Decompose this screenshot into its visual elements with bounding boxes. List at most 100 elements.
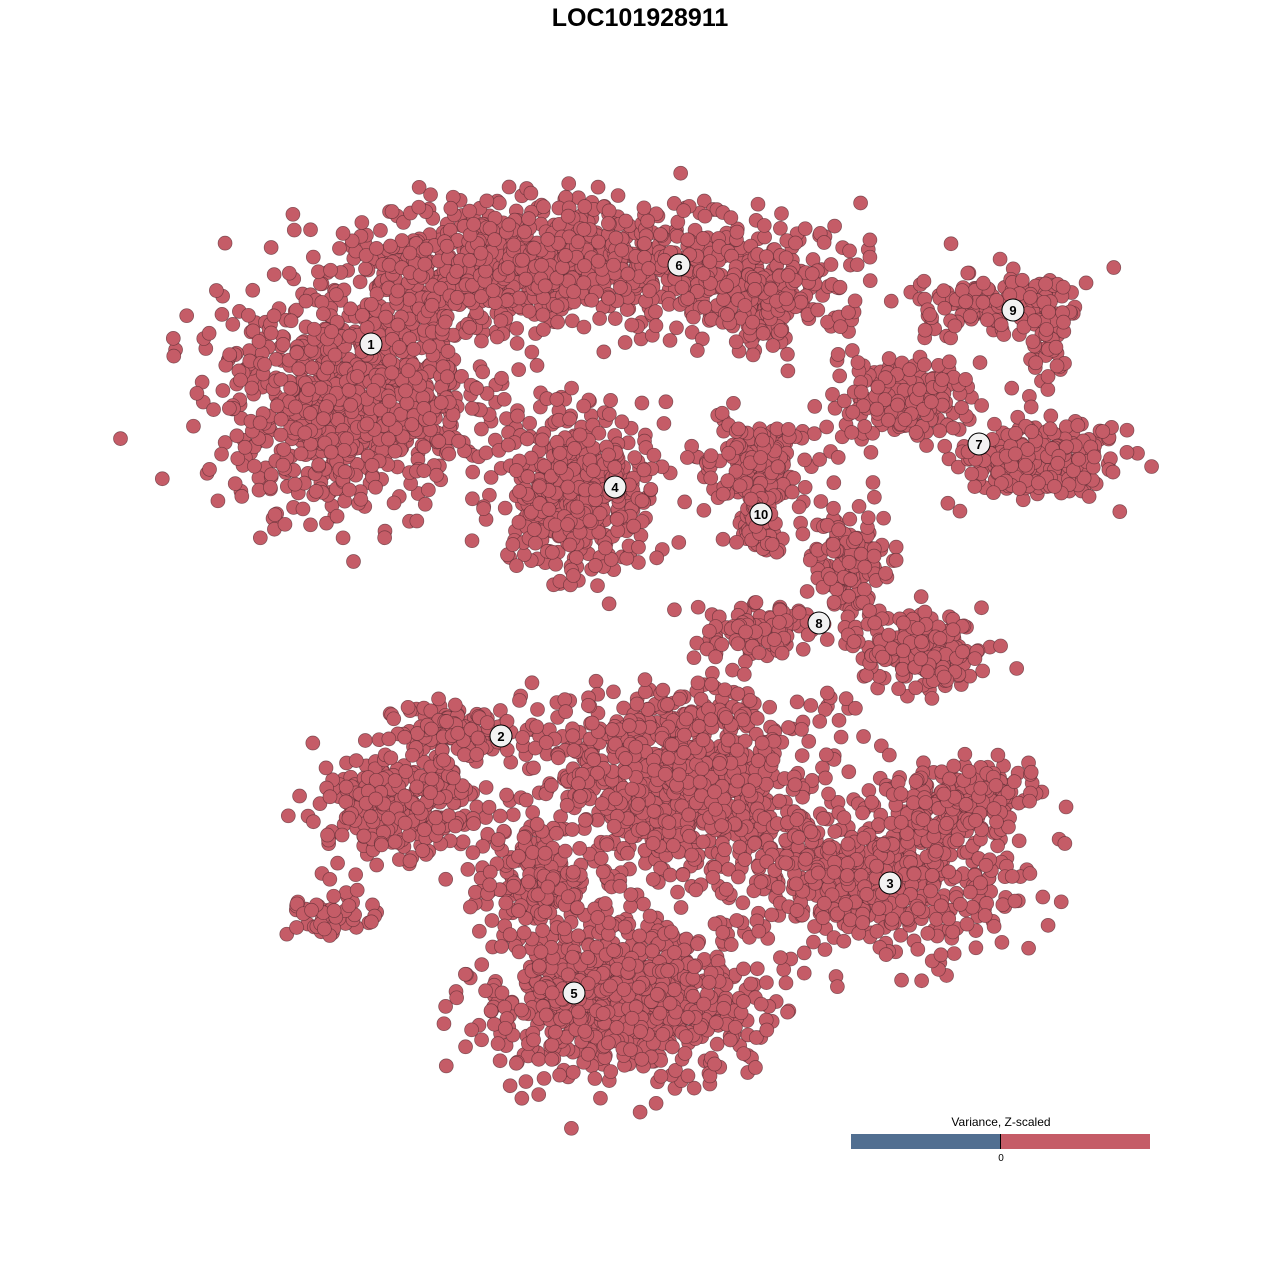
data-point — [327, 347, 343, 363]
data-point — [438, 871, 454, 887]
data-point — [826, 595, 842, 610]
data-point — [324, 324, 339, 339]
data-point — [797, 221, 813, 237]
data-point — [869, 401, 885, 417]
data-point — [306, 321, 322, 337]
data-point — [113, 431, 128, 446]
data-point — [756, 218, 772, 233]
data-point — [478, 445, 494, 461]
data-point — [429, 467, 444, 483]
data-point — [794, 722, 809, 737]
data-point — [851, 499, 867, 514]
data-point — [215, 383, 231, 398]
data-point — [870, 379, 886, 395]
data-point — [348, 867, 364, 883]
data-point — [716, 291, 731, 307]
data-point — [936, 669, 952, 685]
data-point — [853, 195, 868, 211]
data-point — [505, 807, 521, 823]
data-point — [512, 484, 527, 499]
data-point — [671, 535, 687, 550]
data-point — [954, 400, 969, 415]
data-point — [919, 664, 935, 680]
data-point — [359, 416, 375, 432]
data-point — [386, 495, 402, 511]
data-point — [364, 458, 380, 473]
data-point — [479, 193, 495, 209]
data-point — [341, 482, 357, 498]
data-point — [1042, 421, 1058, 437]
data-point — [620, 266, 636, 282]
data-point — [312, 276, 328, 292]
data-point — [416, 439, 432, 455]
data-point — [703, 470, 719, 486]
data-point — [462, 319, 477, 335]
data-point — [357, 733, 373, 748]
data-point — [1041, 304, 1056, 320]
data-point — [960, 265, 976, 281]
data-point — [607, 460, 623, 475]
data-point — [364, 914, 379, 930]
data-point — [1112, 504, 1128, 519]
data-point — [397, 729, 413, 745]
data-point — [720, 473, 736, 489]
data-point — [464, 533, 480, 549]
data-point — [247, 458, 262, 474]
data-point — [759, 249, 774, 264]
data-point — [234, 489, 250, 504]
data-point — [387, 834, 403, 850]
data-point — [913, 651, 929, 667]
data-point — [550, 314, 566, 330]
data-point — [987, 416, 1002, 432]
points — [113, 165, 1159, 1136]
data-point — [534, 432, 550, 448]
data-point — [807, 426, 822, 441]
data-point — [447, 818, 463, 834]
data-point — [1040, 382, 1056, 397]
data-point — [189, 385, 205, 401]
data-point — [662, 333, 678, 348]
data-point — [631, 540, 646, 555]
data-point — [958, 372, 973, 387]
data-point — [560, 517, 575, 532]
data-point — [273, 427, 289, 443]
data-point — [305, 735, 321, 751]
data-point — [770, 459, 786, 475]
data-point — [275, 457, 291, 473]
data-point — [540, 231, 556, 247]
data-point — [358, 248, 374, 263]
data-point — [341, 810, 357, 826]
data-point — [449, 290, 465, 305]
data-point — [818, 747, 834, 763]
data-point — [853, 546, 869, 562]
data-point — [577, 258, 592, 274]
data-point — [410, 800, 426, 816]
data-point — [421, 482, 436, 498]
data-point — [690, 675, 706, 691]
data-point — [945, 420, 961, 436]
data-point — [549, 298, 565, 314]
data-point — [341, 382, 357, 398]
data-point — [373, 402, 388, 418]
data-point — [656, 416, 672, 431]
data-point — [464, 401, 480, 416]
data-point — [867, 489, 882, 505]
data-point — [980, 312, 995, 328]
data-point — [570, 234, 586, 250]
data-point — [368, 479, 383, 495]
data-point — [384, 365, 400, 381]
data-point — [784, 484, 800, 500]
data-point — [680, 232, 696, 248]
data-point — [462, 203, 477, 219]
data-point — [511, 514, 527, 530]
data-point — [1078, 275, 1094, 291]
data-point — [466, 216, 482, 232]
data-point — [436, 752, 451, 768]
data-point — [286, 222, 302, 238]
data-point — [923, 394, 939, 410]
data-point — [690, 599, 706, 615]
data-point — [952, 503, 968, 519]
data-point — [818, 770, 833, 786]
data-point — [417, 256, 433, 272]
